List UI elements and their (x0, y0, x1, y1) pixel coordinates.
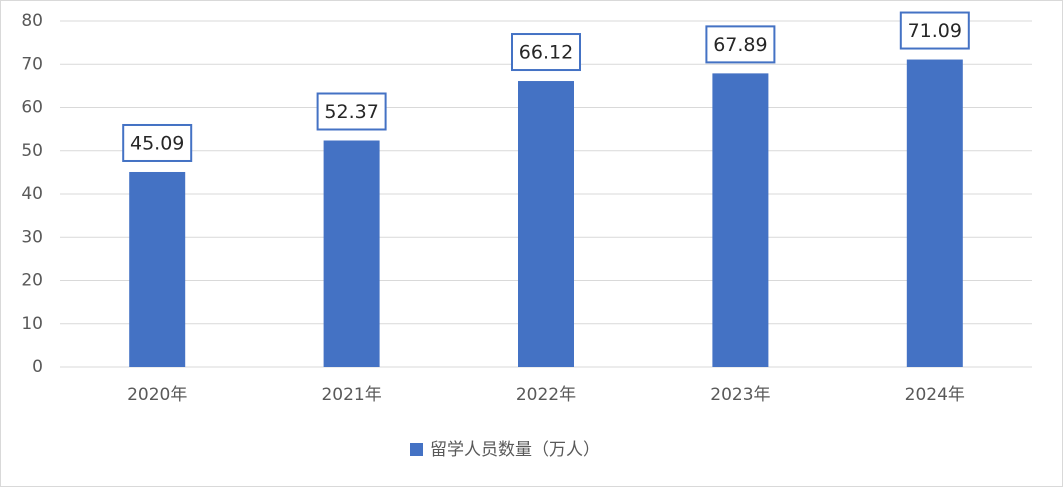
y-tick-label: 30 (21, 227, 43, 247)
y-tick-label: 0 (32, 357, 43, 377)
y-tick-label: 10 (21, 314, 43, 334)
data-label: 66.12 (519, 42, 573, 64)
x-tick-label: 2021年 (321, 385, 381, 405)
legend-label: 留学人员数量（万人） (430, 440, 600, 460)
data-label-box (705, 25, 776, 64)
x-tick-label: 2020年 (127, 385, 187, 405)
legend-swatch (410, 443, 423, 456)
x-tick-label: 2024年 (905, 385, 965, 405)
data-label: 71.09 (908, 20, 962, 42)
y-tick-label: 40 (21, 184, 43, 204)
bar (712, 73, 769, 368)
y-tick-label: 20 (21, 271, 43, 291)
data-label-box (122, 123, 193, 162)
x-tick-label: 2022年 (516, 385, 576, 405)
x-tick-label: 2023年 (710, 385, 770, 405)
bar (906, 59, 963, 367)
y-tick-label: 60 (21, 98, 43, 118)
data-label: 52.37 (324, 101, 378, 123)
bar (129, 171, 186, 367)
y-tick-label: 50 (21, 141, 43, 161)
data-label-box (899, 11, 970, 50)
y-tick-label: 80 (21, 11, 43, 31)
y-tick-label: 70 (21, 54, 43, 74)
data-label-box (316, 92, 387, 131)
data-label: 67.89 (713, 34, 767, 56)
bar (518, 81, 574, 367)
bar (323, 140, 380, 367)
data-label-box (511, 33, 581, 72)
data-label: 45.09 (130, 132, 184, 154)
